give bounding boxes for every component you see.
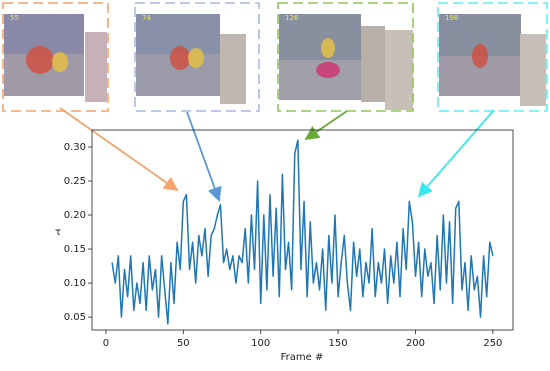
arrow	[417, 109, 495, 198]
x-tick-label: 0	[103, 338, 109, 349]
frame-label: 198	[445, 14, 458, 22]
x-tick-label: 250	[483, 338, 502, 349]
y-tick-label: 0.15	[64, 244, 86, 255]
panel-2	[134, 2, 260, 112]
y-tick-label: 0.05	[64, 312, 86, 323]
y-tick-label: 0.20	[64, 210, 86, 221]
data-line	[111, 139, 494, 325]
y-tick-label: 0.25	[64, 176, 86, 187]
frame-label: 74	[142, 14, 151, 22]
panel-3	[277, 2, 414, 112]
arrow	[186, 111, 222, 202]
x-tick-label: 200	[406, 338, 425, 349]
arrow	[59, 107, 179, 192]
y-axis-label: τ	[55, 227, 61, 238]
x-tick-label: 100	[251, 338, 270, 349]
x-tick-label: 50	[177, 338, 190, 349]
panel-4	[437, 2, 548, 112]
plot-frame	[91, 129, 514, 331]
y-tick-label: 0.30	[64, 142, 86, 153]
arrow	[304, 110, 348, 141]
frame-label: 126	[285, 14, 299, 22]
x-axis-label: Frame #	[281, 352, 324, 363]
panel-1	[2, 2, 109, 112]
y-tick-label: 0.10	[64, 278, 86, 289]
x-tick-label: 150	[329, 338, 348, 349]
frame-label: 55	[10, 14, 19, 22]
